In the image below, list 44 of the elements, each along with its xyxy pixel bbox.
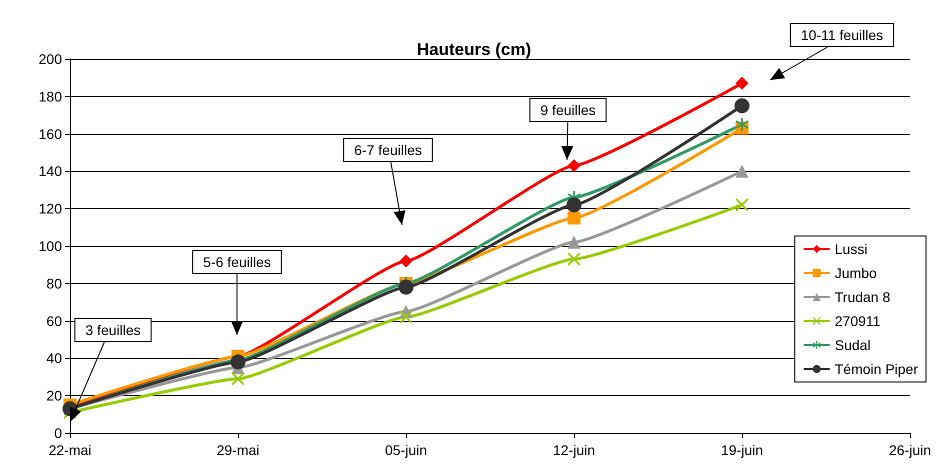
legend-label: Sudal — [834, 337, 871, 353]
annotation: 3 feuilles — [85, 322, 141, 338]
point — [734, 98, 750, 114]
y-tick-label: 200 — [38, 51, 62, 67]
point — [232, 372, 244, 386]
x-tick-label: 22-mai — [48, 442, 92, 458]
annotation: 9 feuilles — [540, 102, 596, 118]
point — [736, 198, 748, 212]
chart-title: Hauteurs (cm) — [416, 40, 532, 59]
legend-label: Témoin Piper — [834, 361, 918, 377]
point — [736, 76, 748, 90]
x-tick-label: 12-juin — [552, 442, 596, 458]
point — [736, 164, 748, 178]
y-tick-label: 60 — [46, 312, 62, 329]
point — [568, 252, 580, 266]
annotation: 6-7 feuilles — [354, 142, 422, 158]
annotation: 5-6 feuilles — [203, 254, 271, 270]
y-tick-label: 180 — [38, 88, 62, 104]
y-tick-label: 0 — [54, 425, 62, 441]
y-tick-label: 120 — [38, 200, 62, 217]
x-tick-label: 05-juin — [384, 442, 428, 458]
legend-label: Trudan 8 — [834, 289, 890, 305]
y-tick-label: 80 — [46, 275, 62, 292]
legend-label: 270911 — [834, 313, 881, 329]
point — [736, 118, 748, 131]
point — [566, 197, 582, 212]
point — [398, 280, 414, 295]
point — [568, 211, 580, 224]
y-tick-label: 140 — [38, 163, 62, 180]
x-tick-label: 26-juin — [888, 442, 932, 458]
x-tick-label: 29-mai — [216, 442, 260, 458]
x-tick-label: 19-juin — [720, 442, 764, 458]
point — [230, 354, 246, 370]
y-tick-label: 40 — [46, 350, 62, 366]
point — [568, 159, 580, 172]
legend-label: Jumbo — [834, 265, 877, 281]
point — [568, 236, 580, 249]
legend-label: Lussi — [834, 241, 868, 257]
y-tick-label: 160 — [38, 126, 62, 142]
point — [400, 310, 412, 324]
point — [400, 254, 412, 268]
text: 10-11 feuilles — [800, 27, 884, 43]
y-tick-label: 100 — [38, 238, 62, 254]
y-tick-label: 20 — [46, 388, 62, 404]
